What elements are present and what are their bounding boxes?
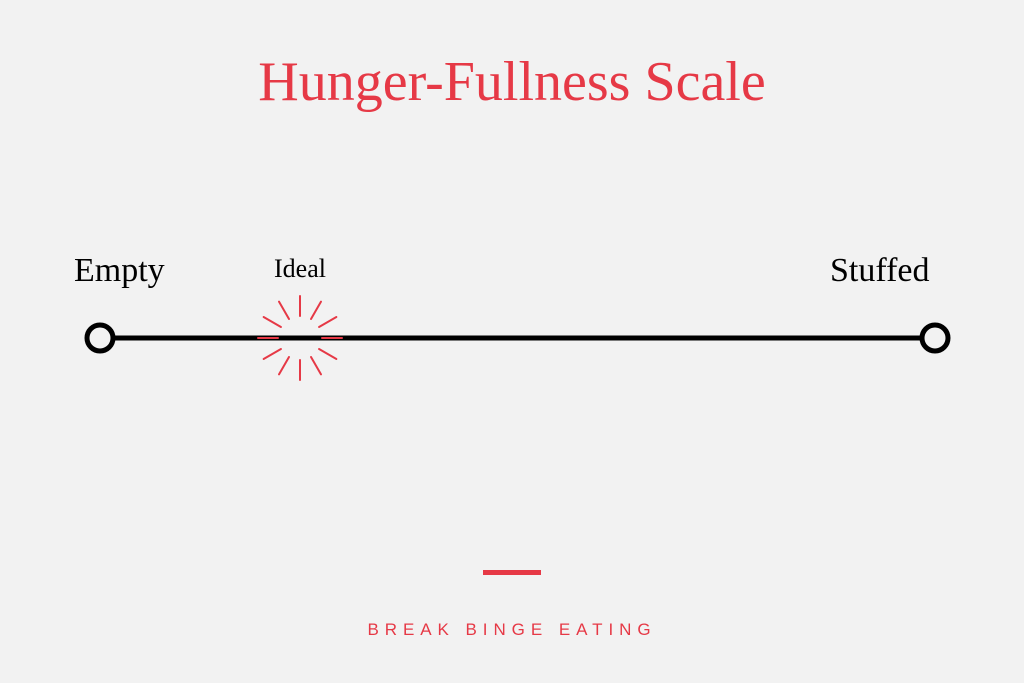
- footer-divider: [483, 570, 541, 575]
- footer-brand-text: BREAK BINGE EATING: [0, 620, 1024, 640]
- hunger-scale-diagram: [0, 0, 1024, 683]
